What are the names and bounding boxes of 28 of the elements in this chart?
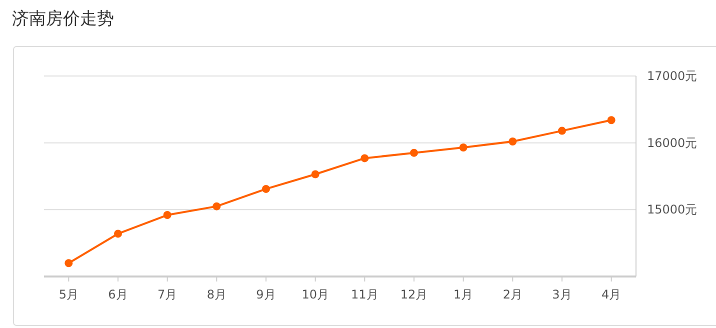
point — [360, 154, 369, 162]
x-tick-label: 8月 — [206, 288, 226, 302]
x-tick-label: 2月 — [502, 288, 522, 302]
point — [558, 126, 566, 135]
point — [262, 184, 270, 193]
x-tick-label: 3月 — [552, 288, 572, 302]
x-tick-label: 1月 — [454, 288, 474, 302]
x-tick-label: 10月 — [302, 288, 329, 302]
y-tick-label: 15000元 — [647, 202, 698, 217]
x-tick-label: 11月 — [351, 288, 378, 302]
point — [459, 144, 468, 152]
x-tick-label: 6月 — [108, 288, 128, 302]
point — [508, 137, 517, 146]
point — [163, 211, 172, 220]
x-tick-label: 9月 — [256, 288, 276, 302]
y-tick-label: 17000元 — [647, 69, 698, 83]
point — [64, 259, 73, 268]
point — [410, 148, 418, 157]
y-tick-label: 16000元 — [647, 136, 698, 150]
x-tick-label: 4月 — [602, 288, 622, 302]
point — [311, 170, 320, 178]
x-tick-label: 5月 — [58, 288, 78, 302]
point — [114, 230, 122, 238]
point — [212, 202, 221, 210]
x-tick-label: 12月 — [400, 288, 428, 302]
point — [607, 116, 616, 124]
chart-title: 济南房价走势 — [12, 9, 114, 29]
x-tick-label: 7月 — [158, 288, 178, 302]
